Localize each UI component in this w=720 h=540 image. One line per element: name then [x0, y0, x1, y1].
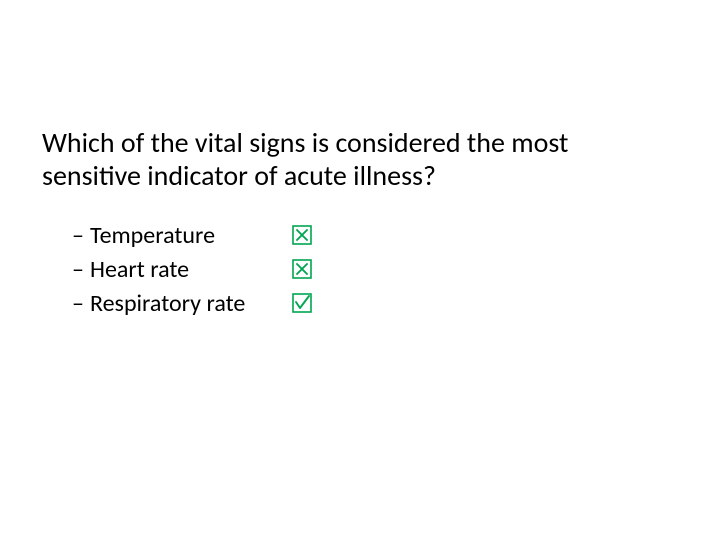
option-row: –Heart rate [72, 252, 317, 286]
option-row: –Respiratory rate [72, 286, 317, 320]
check-icon [287, 293, 317, 313]
slide: Which of the vital signs is considered t… [0, 0, 720, 540]
option-label: –Heart rate [72, 255, 287, 284]
cross-icon [287, 225, 317, 245]
options-list: –Temperature –Heart rate –Respiratory ra… [72, 218, 317, 320]
question-text: Which of the vital signs is considered t… [42, 126, 662, 192]
option-label: –Respiratory rate [72, 289, 287, 318]
option-row: –Temperature [72, 218, 317, 252]
option-label: –Temperature [72, 221, 287, 250]
cross-icon [287, 259, 317, 279]
